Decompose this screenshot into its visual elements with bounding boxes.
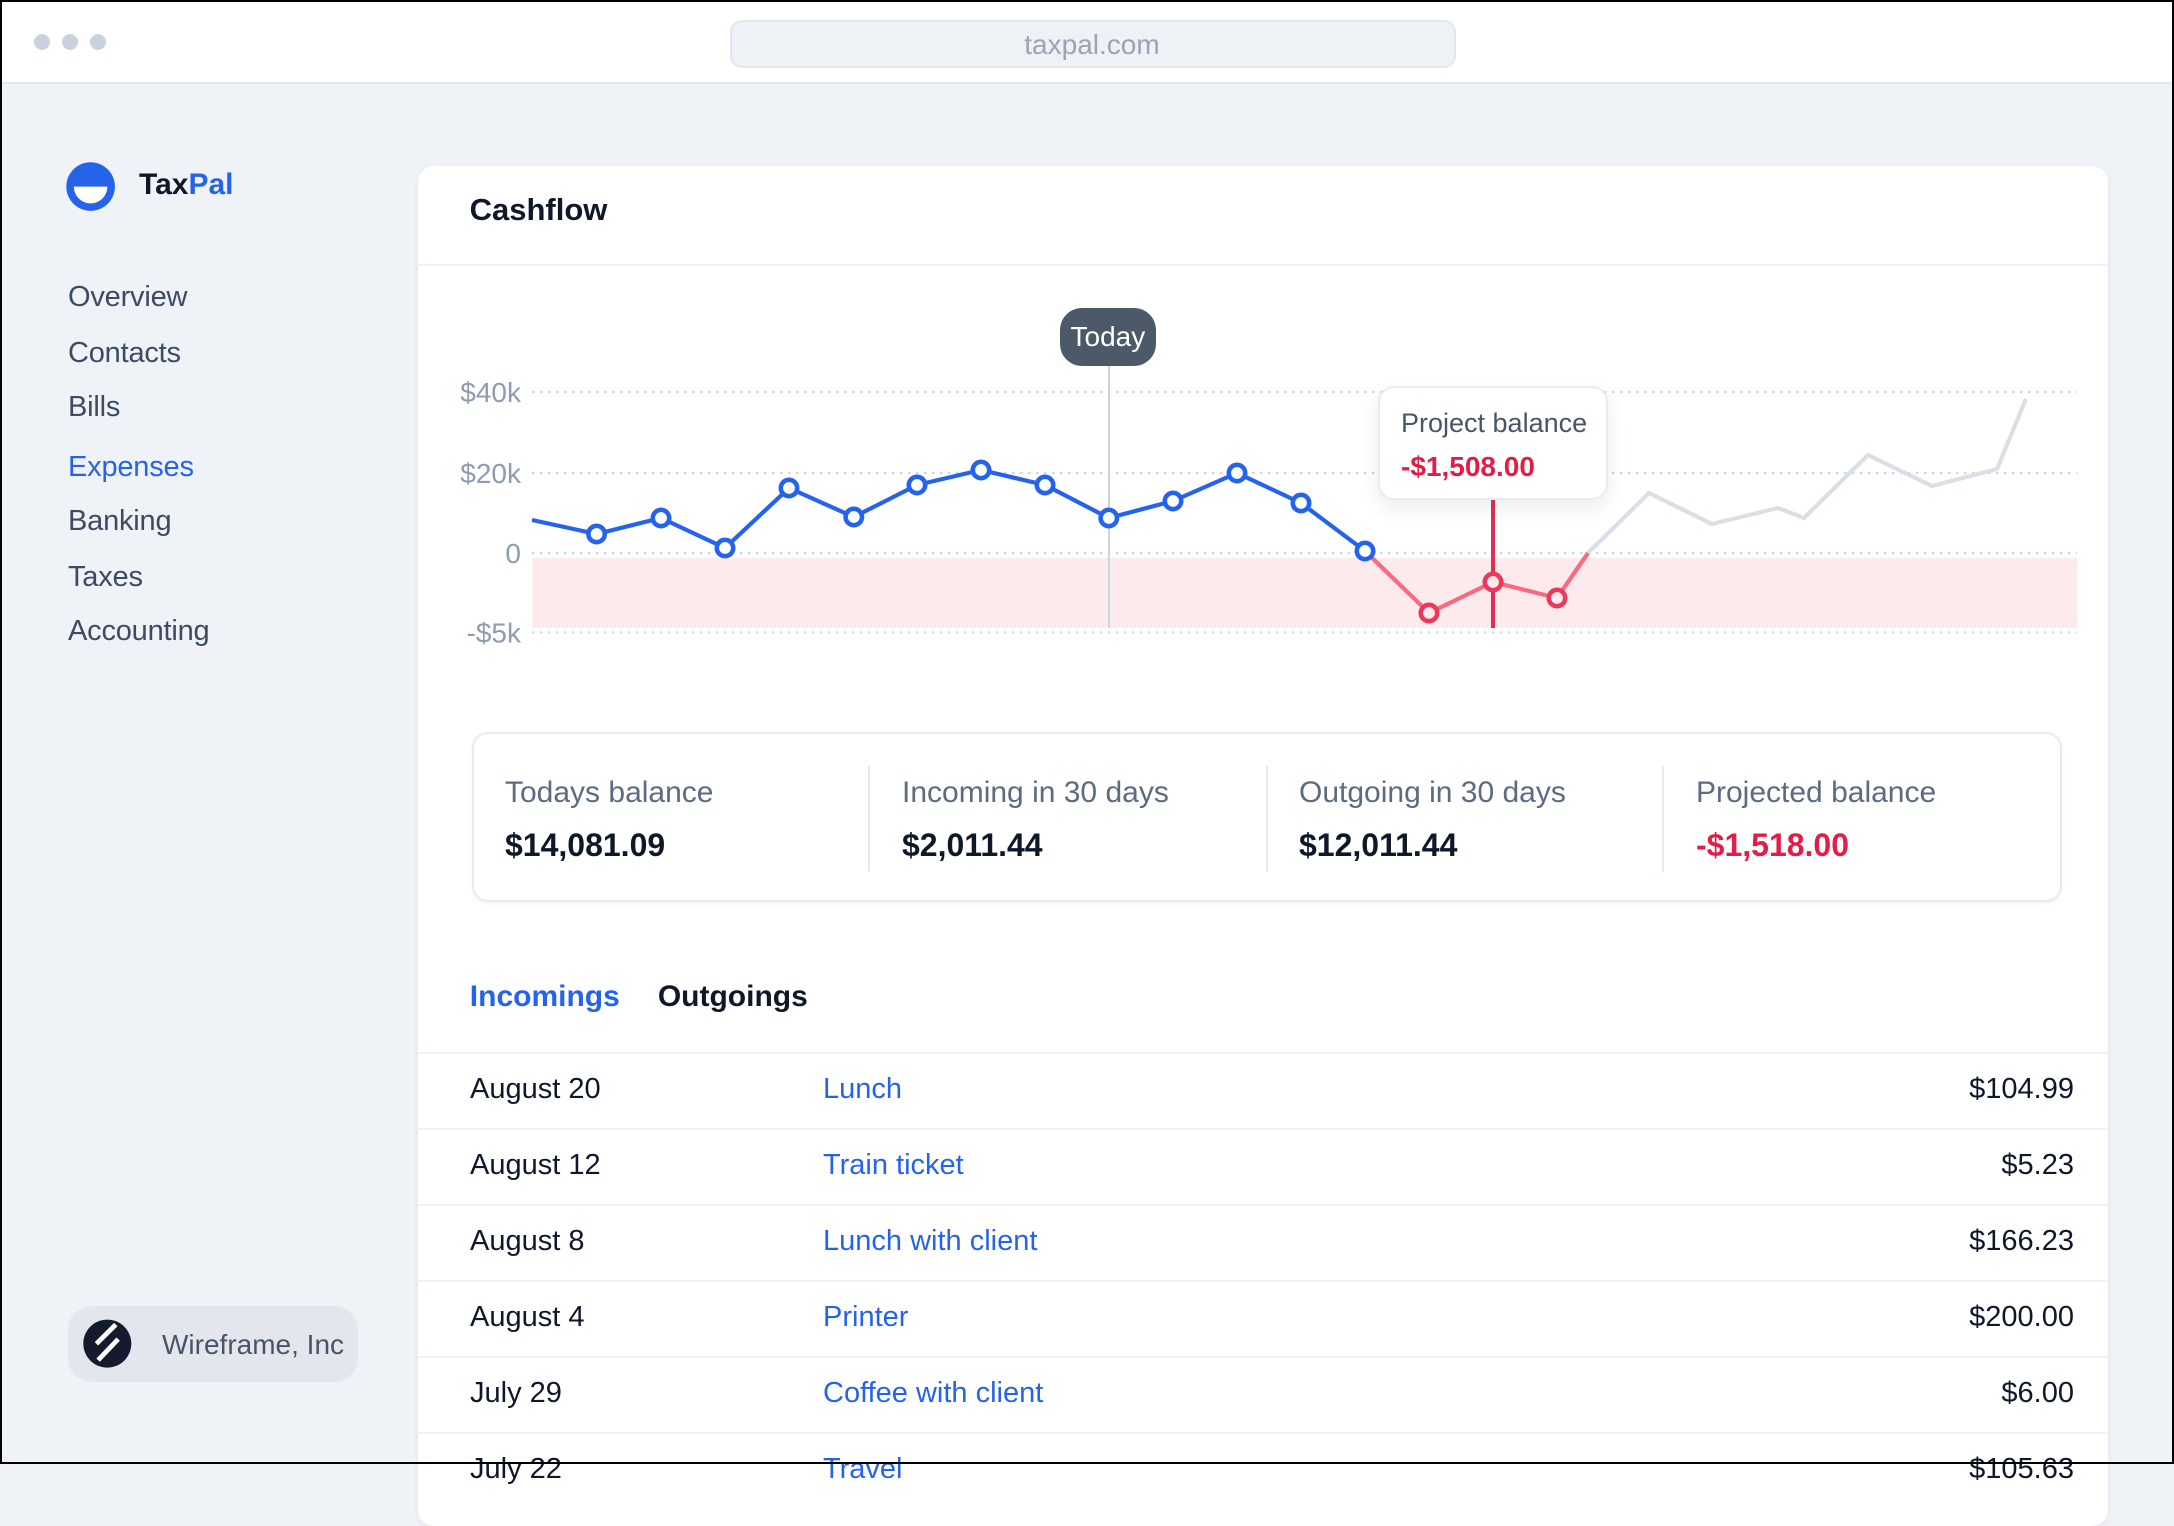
svg-text:$40k: $40k xyxy=(459,377,521,408)
svg-text:0: 0 xyxy=(504,538,520,569)
svg-text:$20k: $20k xyxy=(459,458,521,489)
svg-text:-$5k: -$5k xyxy=(466,617,521,648)
